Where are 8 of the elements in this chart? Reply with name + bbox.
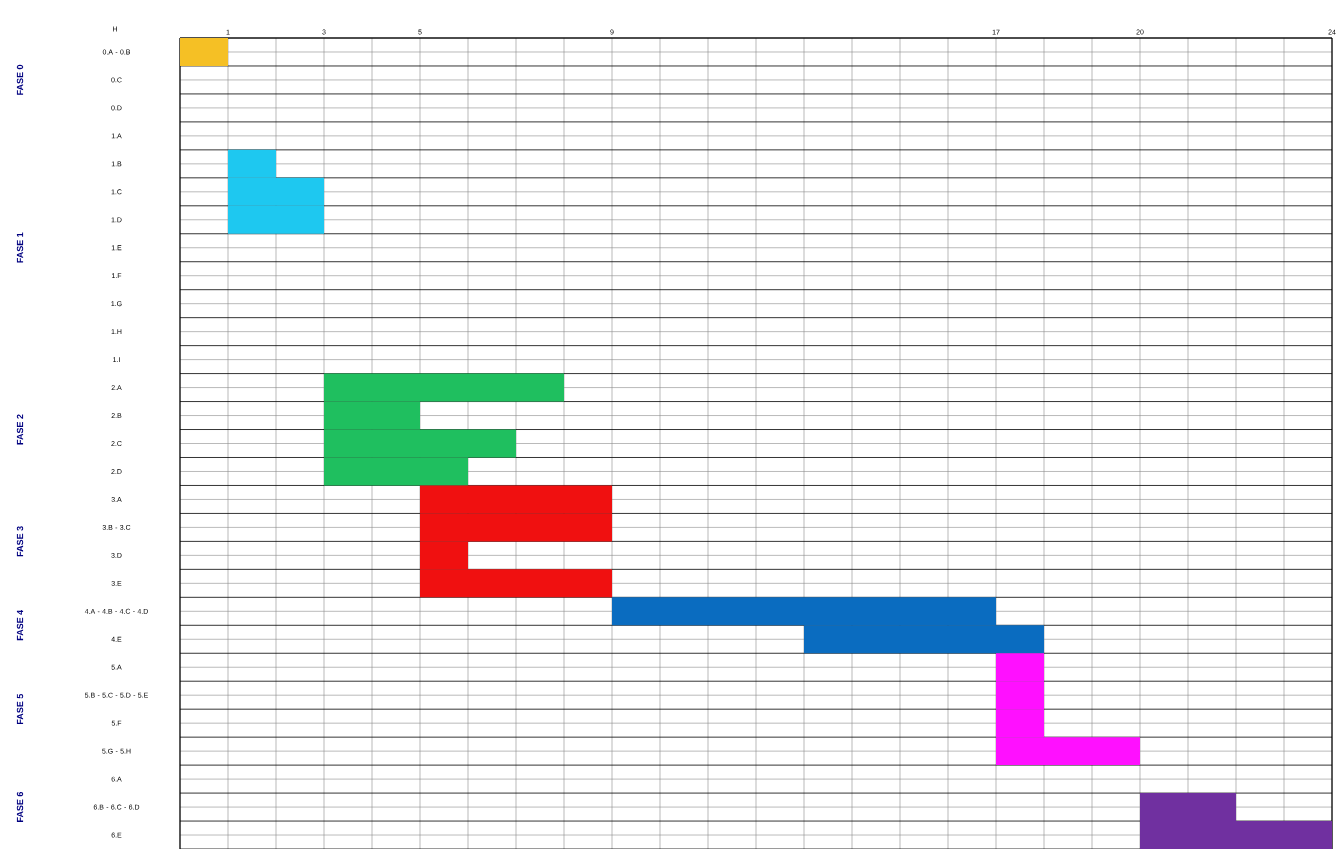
text: FASE 5 xyxy=(16,693,24,725)
text: FASE 1 xyxy=(16,232,24,263)
text: FASE 0 xyxy=(16,64,24,95)
bar xyxy=(180,38,228,66)
text: FASE 3 xyxy=(16,526,24,557)
text: FASE 4 xyxy=(16,609,24,641)
text: FASE 6 xyxy=(16,791,24,822)
text: FASE 2 xyxy=(16,414,24,445)
